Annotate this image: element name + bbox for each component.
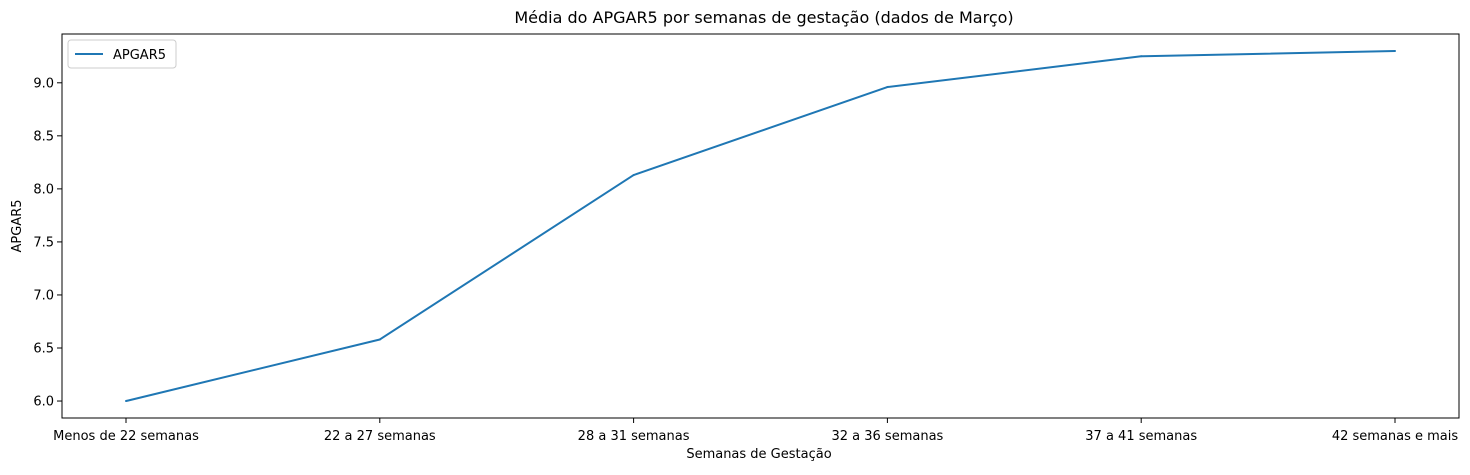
data-point	[632, 174, 635, 177]
series-layer	[125, 49, 1396, 403]
legend-label-apgar5: APGAR5	[113, 48, 166, 63]
y-tick-label: 8.0	[33, 182, 54, 197]
legend-box	[67, 39, 177, 69]
data-point	[886, 86, 889, 89]
x-tick-label: 32 a 36 semanas	[831, 429, 943, 444]
x-tick-label: 37 a 41 semanas	[1085, 429, 1197, 444]
y-tick-label: 6.5	[33, 341, 54, 356]
x-tick-label: 28 a 31 semanas	[578, 429, 690, 444]
x-tick-label: Menos de 22 semanas	[53, 429, 199, 444]
chart-title: Média do APGAR5 por semanas de gestação …	[514, 8, 1013, 27]
x-axis-label: Semanas de Gestação	[686, 447, 831, 462]
y-tick-label: 9.0	[33, 76, 54, 91]
y-tick-label: 7.0	[33, 288, 54, 303]
plot-area	[61, 33, 1460, 419]
series-line-apgar5	[125, 49, 1396, 402]
y-tick-label: 6.0	[33, 395, 54, 410]
x-tick-label: 22 a 27 semanas	[324, 429, 436, 444]
y-axis: 6.0 6.5 7.0 7.5 8.0 8.5 9.0	[33, 76, 62, 410]
y-tick-label: 8.5	[33, 129, 54, 144]
data-point	[378, 338, 381, 341]
x-tick-label: 42 semanas e mais	[1332, 429, 1459, 444]
plot-frame	[61, 33, 1460, 419]
data-point	[125, 400, 127, 403]
legend: APGAR5	[67, 39, 177, 69]
x-axis: Menos de 22 semanas 22 a 27 semanas 28 a 3…	[53, 418, 1458, 444]
y-tick-label: 7.5	[33, 235, 54, 250]
data-point	[1394, 49, 1396, 52]
y-axis-label: APGAR5	[10, 199, 25, 252]
data-point	[1140, 55, 1143, 58]
